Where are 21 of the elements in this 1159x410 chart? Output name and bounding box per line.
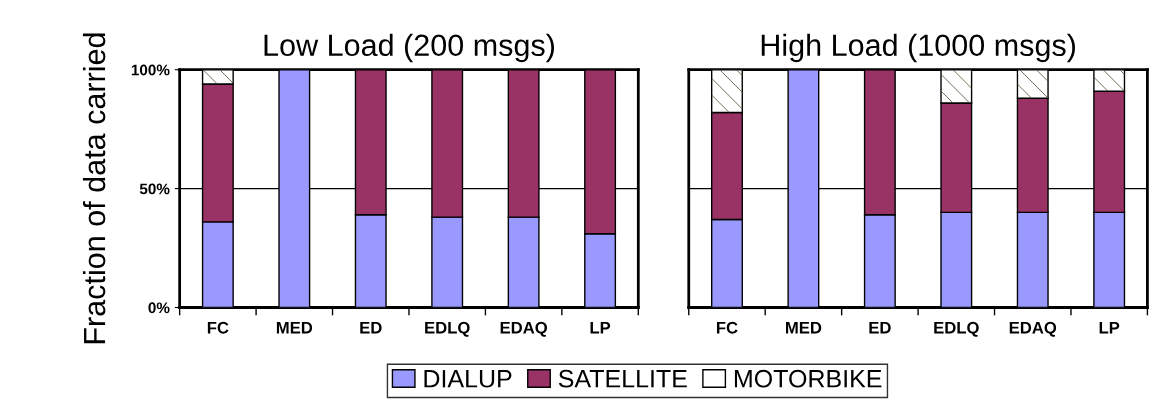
x-tick-label: FC — [716, 321, 738, 334]
legend-label: MOTORBIKE — [734, 369, 882, 388]
x-tick-label: FC — [207, 321, 229, 334]
x-tick-label: EDAQ — [500, 321, 548, 337]
x-tick-label: LP — [1099, 322, 1120, 334]
x-tick-label: ED — [869, 322, 891, 334]
chart-title: Low Load (200 msgs) — [264, 33, 554, 63]
x-tick-label: EDLQ — [425, 321, 470, 337]
chart-title: High Load (1000 msgs) — [761, 33, 1075, 63]
x-tick-label: EDAQ — [1009, 321, 1057, 337]
x-tick-label: ED — [360, 322, 382, 334]
y-axis-title: Fraction of data carried — [82, 33, 106, 344]
x-tick-label: MED — [786, 322, 822, 334]
y-tick-label: 50% — [139, 183, 170, 195]
legend-label: DIALUP — [424, 370, 512, 388]
x-tick-label: EDLQ — [934, 321, 979, 337]
x-tick-label: LP — [590, 322, 611, 334]
legend-label: SATELLITE — [558, 369, 687, 388]
y-tick-label: 100% — [131, 64, 170, 76]
x-tick-label: MED — [276, 322, 313, 334]
y-tick-label: 0% — [148, 302, 170, 314]
